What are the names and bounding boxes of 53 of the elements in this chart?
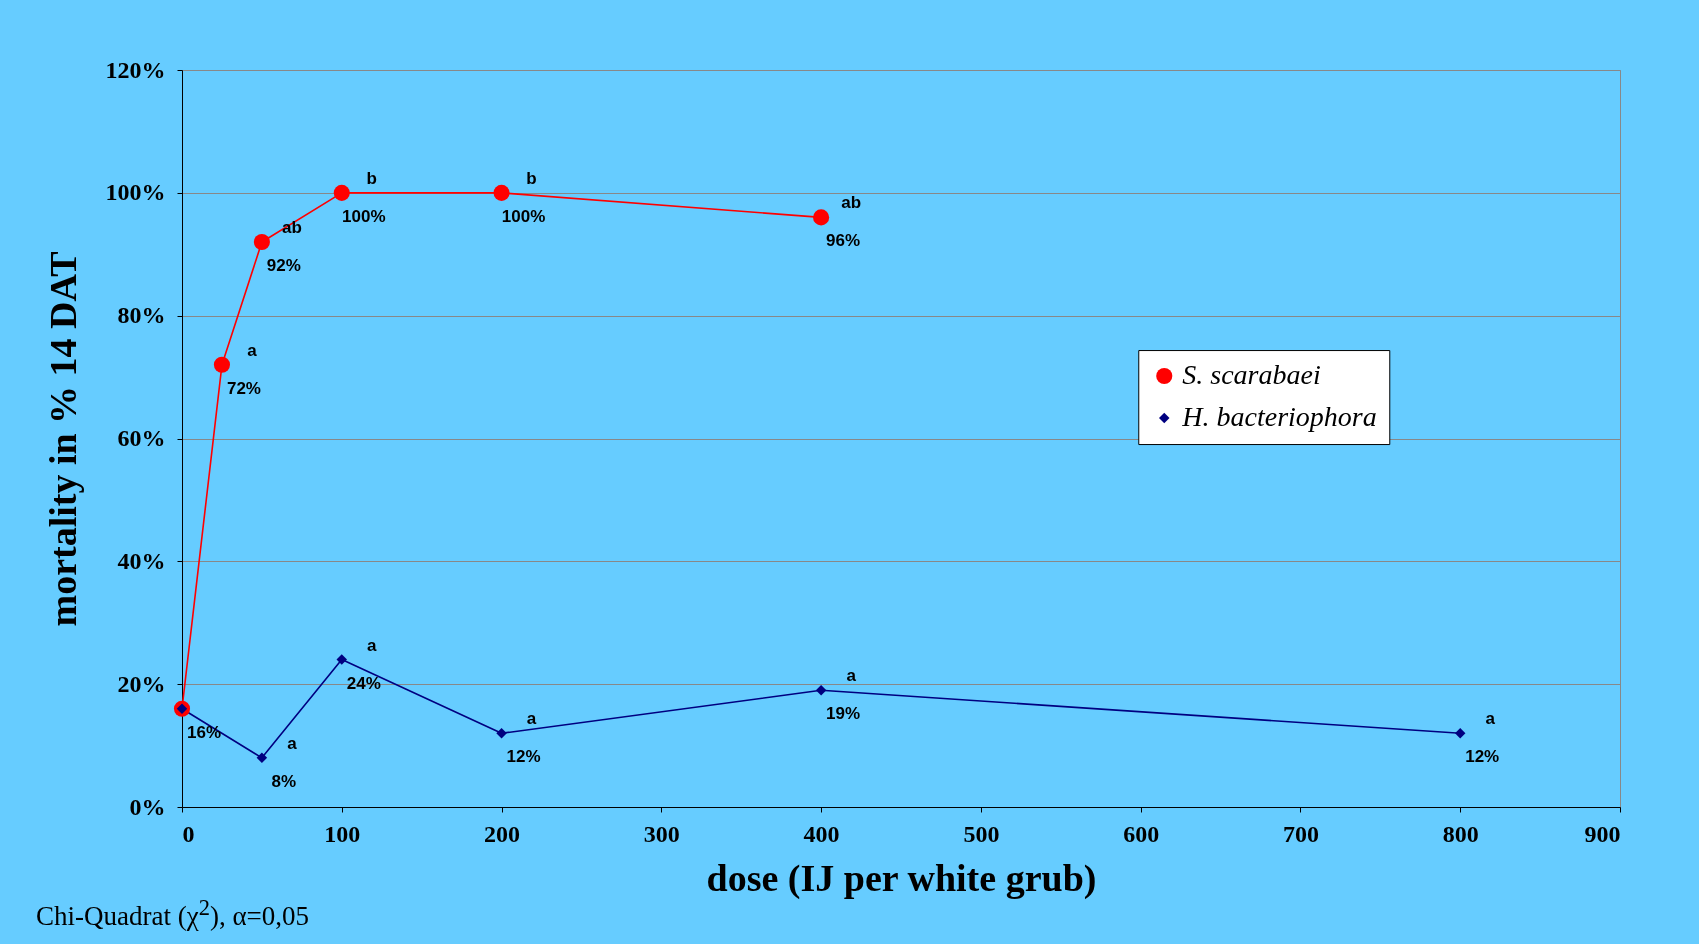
- y-tick-label: 120%: [105, 56, 166, 83]
- data-label: 96%: [826, 231, 861, 251]
- x-tick-label: 100: [324, 820, 361, 847]
- point: [333, 184, 350, 201]
- y-tick-label: 0%: [129, 793, 166, 820]
- y-tick-label: 40%: [117, 547, 166, 574]
- point: [256, 752, 268, 764]
- y-tick-label: 20%: [117, 670, 166, 697]
- annotation: a: [526, 709, 537, 729]
- annotation: a: [287, 733, 298, 753]
- x-tick-label: 500: [963, 820, 1000, 847]
- x-tick-label: 900: [1584, 820, 1621, 847]
- annotation: a: [367, 635, 378, 655]
- y-tick-label: 100%: [105, 179, 166, 206]
- point: [496, 728, 507, 739]
- y-tick-label: 60%: [117, 425, 166, 451]
- annotation: a: [1485, 709, 1496, 729]
- legend-label: S. scarabaei: [1182, 359, 1321, 391]
- x-tick-label: 300: [643, 820, 680, 847]
- point: [815, 685, 827, 696]
- point: [336, 654, 348, 665]
- data-label: 100%: [342, 206, 386, 226]
- text: Chi-Quadrat (χ$^{2}$), α=0,05: [36, 895, 310, 932]
- annotation: b: [526, 168, 537, 188]
- x-tick-label: 0: [182, 820, 195, 847]
- data-label: 19%: [826, 704, 861, 724]
- point: [493, 184, 510, 201]
- annotation: a: [846, 666, 857, 686]
- data-label: 8%: [271, 771, 297, 791]
- data-label: 12%: [506, 747, 541, 767]
- point: [213, 356, 231, 373]
- data-label: 12%: [1465, 747, 1500, 767]
- data-label: 92%: [266, 255, 301, 275]
- x-tick-label: 800: [1442, 820, 1479, 847]
- x-tick-label: 700: [1282, 820, 1319, 847]
- y-axis-title: mortality in % 14 DAT: [41, 251, 84, 627]
- annotation: ab: [281, 217, 302, 237]
- point: [253, 233, 270, 251]
- x-axis-title: dose (IJ per white grub): [706, 856, 1097, 900]
- point: [813, 209, 830, 226]
- legend-label: H. bacteriophora: [1181, 401, 1377, 433]
- annotation: b: [366, 168, 377, 188]
- data-label: 16%: [186, 722, 222, 742]
- data-label: 24%: [346, 673, 381, 693]
- annotation: a: [247, 340, 258, 360]
- x-tick-label: 200: [484, 820, 521, 847]
- point: [1454, 728, 1466, 739]
- y-tick-label: 80%: [117, 302, 166, 329]
- data-label: 100%: [501, 206, 546, 226]
- x-tick-label: 600: [1123, 820, 1160, 847]
- annotation: ab: [841, 193, 862, 213]
- x-tick-label: 400: [803, 820, 840, 847]
- data-label: 72%: [226, 378, 261, 398]
